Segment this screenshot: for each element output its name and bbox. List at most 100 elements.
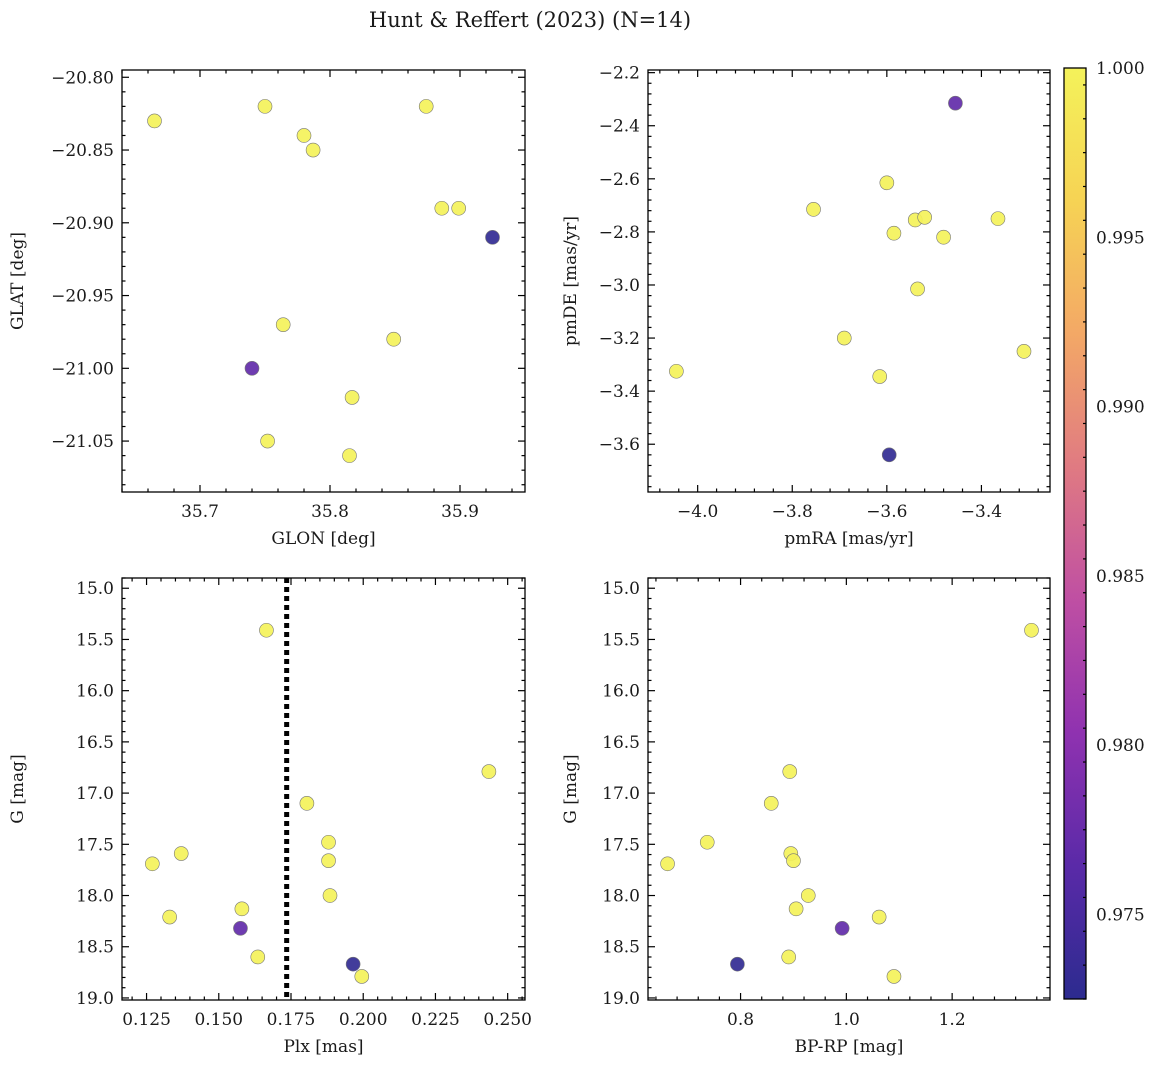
y-tick-label: 15.5 [602, 630, 640, 650]
data-point [244, 361, 260, 376]
colorbar-ticks: 0.975 0.980 0.985 0.990 0.995 1.000 [1083, 59, 1145, 1000]
data-point [781, 949, 797, 965]
y-tick-label: 18.0 [602, 887, 640, 907]
y-axis-label: G [mag] [8, 754, 28, 823]
data-point [321, 834, 336, 850]
data-point [418, 99, 434, 114]
y-tick-label: −20.85 [51, 141, 114, 161]
y-axis-label: G [mag] [561, 754, 581, 823]
data-point [786, 853, 801, 868]
colorbar-tick-label: 0.980 [1096, 736, 1145, 756]
y-tick-label: −2.6 [599, 170, 640, 190]
y-tick-label: −3.0 [599, 276, 640, 296]
data-point [434, 200, 450, 216]
y-tick-label: 19.0 [76, 989, 114, 1009]
x-tick-label: 0.8 [727, 1010, 754, 1030]
panel-bprp-g: 0.8 1.0 1.2 15.0 15.5 16.0 16.5 17.0 17.5 18.0 18.… [561, 577, 1051, 1057]
y-tick-label: −2.8 [599, 223, 640, 243]
data-point [354, 969, 370, 984]
data-point [257, 99, 273, 114]
data-point [806, 202, 821, 217]
y-tick-label: −20.90 [51, 214, 114, 234]
data-point [948, 95, 963, 111]
data-point [322, 888, 338, 903]
x-tick-label: 0.250 [483, 1010, 532, 1030]
y-tick-label: −20.95 [51, 287, 114, 307]
data-point [296, 128, 312, 143]
y-tick-label: 16.0 [76, 682, 114, 702]
data-point [173, 846, 189, 861]
figure-title: Hunt & Reffert (2023) (N=14) [369, 8, 691, 32]
data-point [481, 764, 497, 779]
data-point [342, 448, 357, 463]
data-point [834, 921, 850, 936]
data-point [250, 949, 266, 965]
x-tick-label: −4.0 [677, 502, 718, 522]
data-point [233, 921, 248, 936]
y-tick-label: −21.05 [51, 432, 114, 452]
x-tick-label: 35.8 [311, 502, 349, 522]
y-tick-label: 19.0 [602, 989, 640, 1009]
data-point [910, 281, 925, 297]
colorbar-gradient [1063, 67, 1087, 1000]
data-point [344, 390, 360, 405]
data-point [275, 317, 291, 332]
y-axis-label: GLAT [deg] [8, 232, 28, 330]
data-point [886, 969, 902, 984]
data-point [936, 229, 951, 245]
data-point [763, 796, 779, 811]
x-tick-label: 0.225 [411, 1010, 460, 1030]
data-point [451, 200, 467, 216]
x-tick-label: 0.200 [339, 1010, 388, 1030]
plot-frame [647, 69, 1051, 493]
y-tick-label: 17.0 [76, 784, 114, 804]
x-tick-label: 1.2 [939, 1010, 966, 1030]
y-tick-label: 15.0 [602, 579, 640, 599]
x-tick-label: 1.0 [833, 1010, 860, 1030]
colorbar-tick-label: 0.990 [1096, 398, 1145, 418]
data-point [782, 764, 798, 779]
panel-plx-g: 0.125 0.150 0.175 0.200 0.225 0.250 15.0 15.5 16… [8, 577, 532, 1057]
y-tick-label: −3.6 [599, 435, 640, 455]
colorbar: 0.975 0.980 0.985 0.990 0.995 1.000 [1063, 59, 1145, 1000]
y-tick-label: 16.5 [602, 733, 640, 753]
data-point [917, 210, 932, 225]
data-point [145, 856, 160, 872]
data-point [800, 888, 816, 903]
y-tick-label: −2.4 [599, 117, 640, 137]
colorbar-tick-label: 1.000 [1096, 59, 1145, 79]
data-point [386, 331, 402, 347]
data-point [990, 211, 1006, 226]
y-tick-label: 18.5 [602, 938, 640, 958]
x-tick-label: 0.125 [122, 1010, 171, 1030]
x-axis-label: GLON [deg] [271, 529, 375, 549]
y-tick-label: 16.0 [602, 682, 640, 702]
data-point [881, 447, 897, 463]
plot-frame [121, 577, 526, 1001]
x-tick-label: −3.6 [866, 502, 907, 522]
data-point [836, 330, 852, 346]
y-tick-label: 18.0 [76, 887, 114, 907]
x-tick-label: 35.7 [181, 502, 219, 522]
x-axis-label: Plx [mas] [283, 1037, 363, 1057]
data-point [260, 433, 275, 449]
data-point [886, 225, 902, 241]
data-point [730, 956, 745, 972]
x-tick-label: 35.9 [441, 502, 479, 522]
data-point [871, 909, 887, 925]
x-tick-label: −3.8 [772, 502, 813, 522]
data-point [879, 175, 895, 191]
data-point [299, 796, 315, 811]
data-point [162, 909, 177, 925]
colorbar-tick-label: 0.975 [1096, 905, 1145, 925]
y-tick-label: 15.0 [76, 579, 114, 599]
x-tick-label: 0.150 [194, 1010, 243, 1030]
data-point [485, 230, 500, 245]
y-tick-label: −2.2 [599, 64, 640, 84]
plot-frame [121, 69, 526, 493]
data-point [259, 622, 274, 638]
data-point [345, 956, 361, 972]
data-point [1016, 344, 1032, 359]
data-point [669, 363, 684, 379]
